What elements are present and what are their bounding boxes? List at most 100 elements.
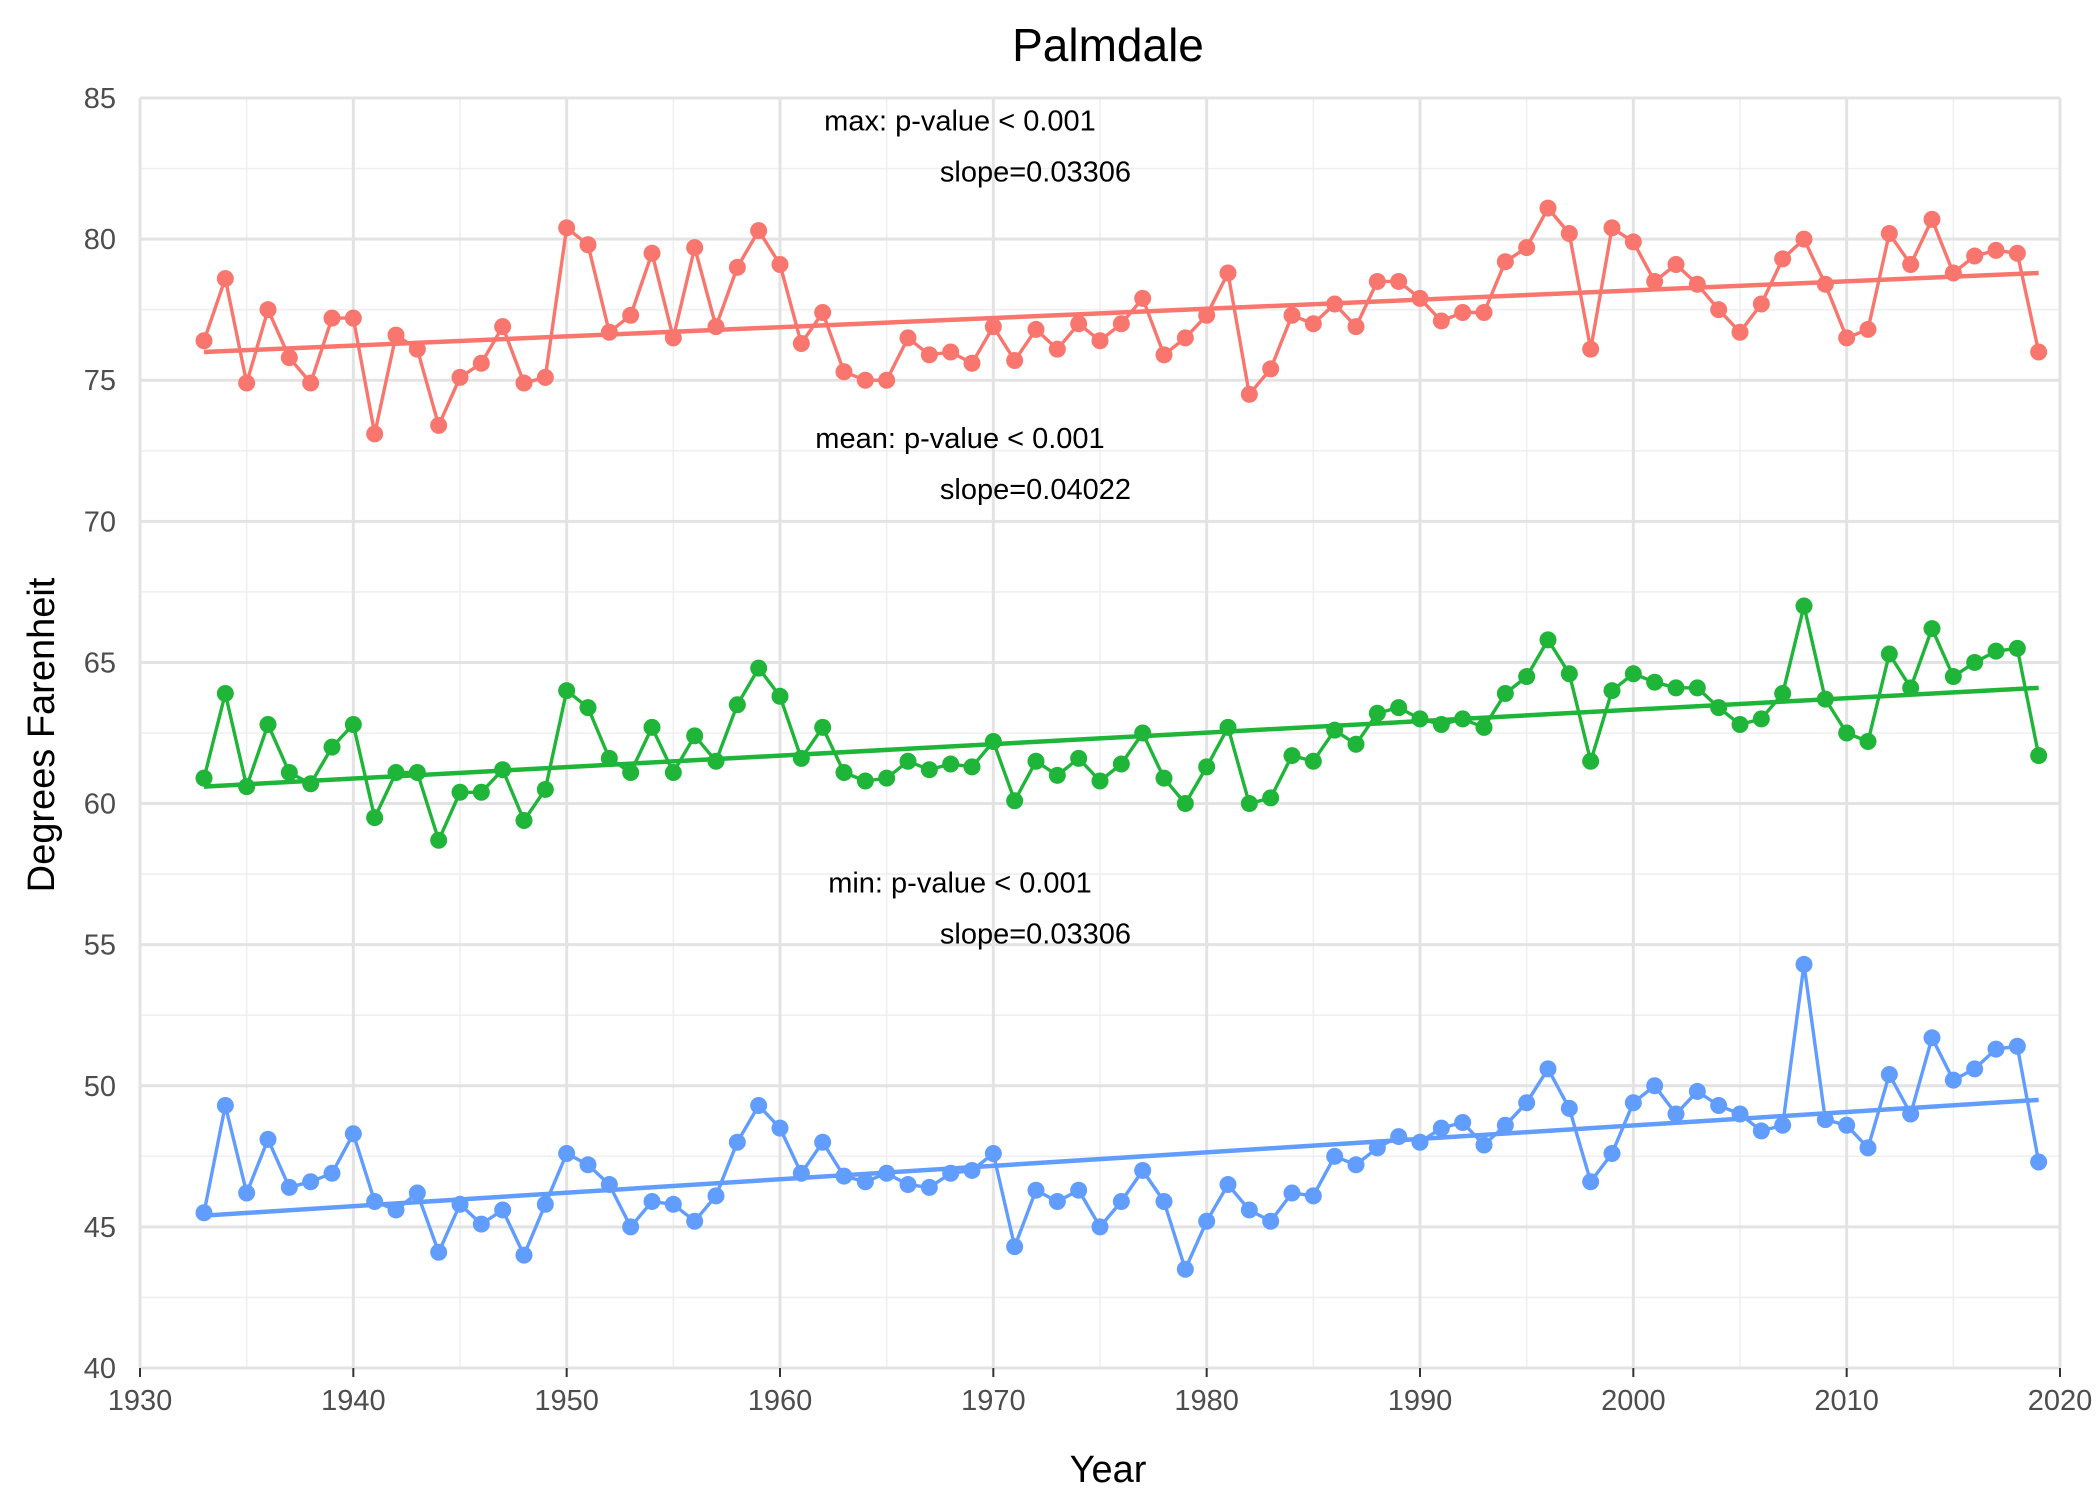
data-point — [302, 1173, 320, 1191]
trend-line — [203, 1097, 2039, 1218]
data-point — [1496, 684, 1514, 702]
data-point — [771, 256, 789, 274]
data-point — [1091, 332, 1109, 350]
data-point — [408, 764, 426, 782]
data-point — [1987, 1040, 2005, 1058]
data-point — [1240, 385, 1258, 403]
data-point — [1155, 1192, 1173, 1210]
grid — [138, 96, 2062, 1370]
data-point — [1667, 679, 1685, 697]
data-point — [1859, 1139, 1877, 1157]
data-point — [1304, 752, 1322, 770]
data-point — [1646, 673, 1664, 691]
annotation-slope: slope=0.04022 — [940, 474, 1131, 506]
data-point — [1752, 1122, 1770, 1140]
data-point — [1262, 789, 1280, 807]
data-point — [344, 716, 362, 734]
data-point — [622, 306, 640, 324]
data-point — [1496, 253, 1514, 271]
data-point — [451, 783, 469, 801]
data-point — [1347, 735, 1365, 753]
data-point — [472, 1215, 490, 1233]
data-point — [814, 1133, 832, 1151]
data-point — [1112, 755, 1130, 773]
data-point — [1944, 264, 1962, 282]
y-tick-label: 45 — [84, 1212, 116, 1244]
data-point — [1923, 210, 1941, 228]
x-tick-label: 1950 — [534, 1385, 599, 1417]
data-point — [1411, 1133, 1429, 1151]
data-point — [1070, 315, 1088, 333]
data-point — [1368, 704, 1386, 722]
data-point — [686, 239, 704, 257]
data-point — [792, 335, 810, 353]
data-point — [1155, 769, 1173, 787]
data-point — [856, 371, 874, 389]
data-point — [856, 772, 874, 790]
data-point — [1859, 320, 1877, 338]
data-point — [494, 318, 512, 336]
data-point — [1923, 620, 1941, 638]
data-point — [1880, 224, 1898, 242]
data-point — [195, 1204, 213, 1222]
data-point — [472, 783, 490, 801]
series-1 — [195, 597, 2048, 849]
data-point — [494, 1201, 512, 1219]
data-point — [558, 682, 576, 700]
data-point — [920, 1178, 938, 1196]
data-point — [216, 684, 234, 702]
data-point — [1240, 795, 1258, 813]
data-point — [1134, 1161, 1152, 1179]
data-point — [451, 1195, 469, 1213]
data-point — [536, 780, 554, 798]
data-point — [1411, 710, 1429, 728]
data-point — [1816, 275, 1834, 293]
data-point — [238, 1184, 256, 1202]
data-point — [1475, 303, 1493, 321]
data-point — [1496, 1116, 1514, 1134]
data-point — [1688, 679, 1706, 697]
data-point — [1390, 272, 1408, 290]
data-point — [216, 270, 234, 288]
data-point — [1240, 1201, 1258, 1219]
data-point — [1304, 315, 1322, 333]
data-point — [1454, 303, 1472, 321]
data-point — [579, 1156, 597, 1174]
data-point — [259, 301, 277, 319]
y-tick-label: 75 — [84, 365, 116, 397]
data-point — [920, 761, 938, 779]
data-point — [1710, 301, 1728, 319]
y-tick-label: 60 — [84, 789, 116, 821]
data-point — [558, 219, 576, 237]
data-point — [963, 354, 981, 372]
data-point — [430, 1243, 448, 1261]
data-point — [1923, 1029, 1941, 1047]
data-point — [600, 323, 618, 341]
data-point — [1624, 665, 1642, 683]
annotations: max: p-value < 0.001 slope=0.03306 mean: p… — [815, 105, 1131, 950]
data-point — [1283, 747, 1301, 765]
data-point — [686, 727, 704, 745]
data-point — [1368, 272, 1386, 290]
data-point — [1027, 320, 1045, 338]
y-tick-label: 70 — [84, 506, 116, 538]
data-point — [515, 1246, 533, 1264]
data-point — [942, 755, 960, 773]
data-point — [280, 764, 298, 782]
annotation-pvalue: mean: p-value < 0.001 — [815, 423, 1104, 455]
data-point — [536, 368, 554, 386]
data-point — [430, 831, 448, 849]
data-point — [1219, 264, 1237, 282]
data-point — [814, 303, 832, 321]
data-point — [686, 1212, 704, 1230]
data-point — [1688, 275, 1706, 293]
data-point — [1582, 340, 1600, 358]
data-point — [366, 809, 384, 827]
data-point — [1112, 315, 1130, 333]
data-point — [1518, 1094, 1536, 1112]
data-point — [1347, 318, 1365, 336]
data-point — [1347, 1156, 1365, 1174]
data-point — [1006, 1238, 1024, 1256]
data-point — [1454, 1113, 1472, 1131]
